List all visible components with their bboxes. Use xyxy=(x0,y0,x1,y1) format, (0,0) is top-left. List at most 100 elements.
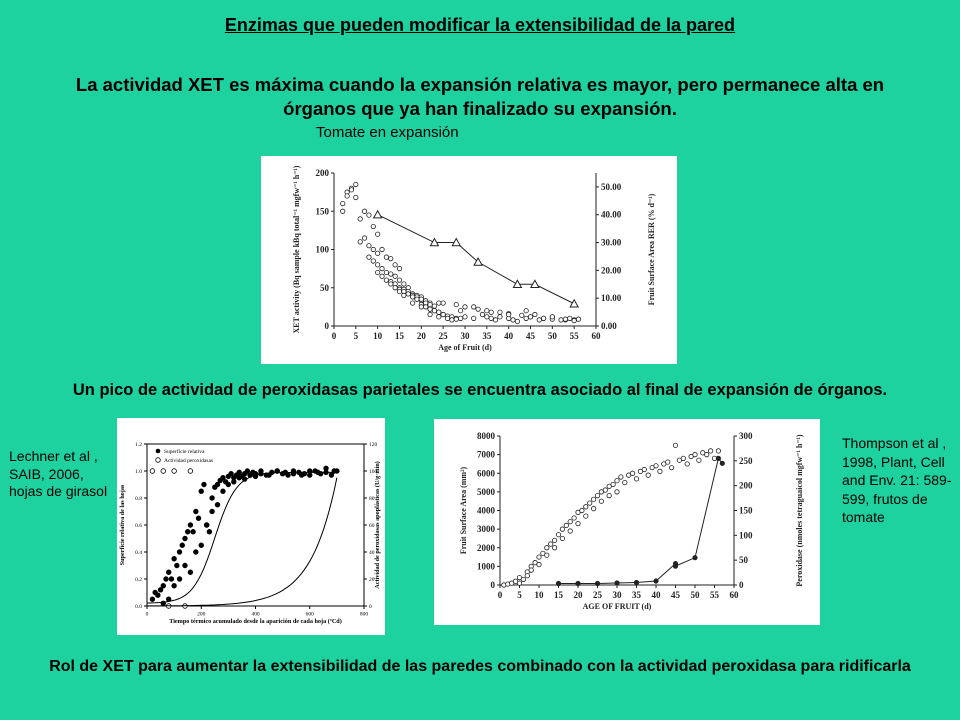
filled-point xyxy=(179,542,185,548)
open-point xyxy=(449,317,455,323)
filled-point xyxy=(653,578,659,584)
open-point xyxy=(388,271,394,277)
x-tick-label: 45 xyxy=(671,590,681,600)
open-point xyxy=(669,465,675,471)
open-point xyxy=(414,296,420,302)
y2-axis-label: Peroxidase (nmoles tetraguaicol mgfw⁻¹ h… xyxy=(795,434,804,587)
open-point xyxy=(375,269,381,276)
open-point xyxy=(418,296,424,302)
y-axis-label: Superficie relativa de las hojas xyxy=(119,484,126,565)
filled-point xyxy=(195,515,202,521)
x-tick-label: 55 xyxy=(570,331,580,341)
open-point xyxy=(344,193,350,199)
open-point xyxy=(696,457,702,463)
sunflower-leaf-chart: 0 200 400 600 800 0.0 0.2 0.4 0.6 0.8 1.0 1.2 0 20 40 6… xyxy=(117,63,385,635)
y2-tick-label: 0 xyxy=(739,580,744,590)
filled-point xyxy=(298,472,305,478)
sunflower-chart-svg: 0 200 400 600 8000.00.20.40.60.81.01.2020406… xyxy=(119,63,381,625)
filled-point xyxy=(715,455,721,461)
y2-tick-label: 200 xyxy=(739,481,753,491)
open-point xyxy=(555,532,562,538)
filled-point xyxy=(166,569,172,575)
x-tick-label: 35 xyxy=(482,331,492,341)
filled-point xyxy=(176,576,183,582)
y-tick-label: 50 xyxy=(320,283,330,293)
y2-tick-label: 0.00 xyxy=(601,321,617,331)
x-tick-label: 25 xyxy=(439,331,449,341)
open-point xyxy=(497,314,503,320)
filled-point xyxy=(206,529,213,535)
y2-tick-label: 60 xyxy=(369,523,375,529)
open-point xyxy=(707,448,714,454)
open-point xyxy=(405,291,411,297)
triangle-point xyxy=(530,279,540,288)
x-tick-label: 0 xyxy=(332,331,337,341)
y-tick-label: 1000 xyxy=(477,561,496,571)
open-point xyxy=(552,537,558,543)
bottom-statement: Rol de XET para aumentar la extensibilid… xyxy=(49,658,911,675)
y2-tick-label: 150 xyxy=(739,506,753,516)
open-point xyxy=(471,304,477,310)
x-tick-label: 15 xyxy=(395,331,405,341)
slide-title: Enzimas que pueden modificar la extensib… xyxy=(224,15,736,35)
open-point xyxy=(436,314,442,320)
open-point xyxy=(484,308,490,314)
filled-point xyxy=(220,488,226,494)
y2-tick-label: 120 xyxy=(369,442,378,448)
y2-tick-label: 80 xyxy=(369,496,375,502)
open-point xyxy=(370,223,376,230)
peroxidase-fit-curve xyxy=(147,477,338,607)
open-point xyxy=(704,452,710,458)
x-tick-label: 600 xyxy=(306,612,315,618)
open-point xyxy=(571,318,577,324)
filled-point xyxy=(555,580,562,587)
open-point xyxy=(575,520,581,527)
open-point xyxy=(375,250,381,256)
x-tick-label: 20 xyxy=(417,331,427,341)
open-point xyxy=(401,292,407,298)
open-point xyxy=(562,316,569,322)
open-point xyxy=(366,254,372,260)
filled-point xyxy=(198,542,204,548)
xet-activity-chart: 0 5 10 15 20 25 30 35 40 45 50 55 60 0 50 100 150 200 0.00… xyxy=(261,156,677,364)
open-point xyxy=(375,231,381,237)
y2-tick-label: 10.00 xyxy=(601,293,622,303)
x-axis-label: Age of Fruit (d) xyxy=(438,343,492,352)
series-line xyxy=(558,457,723,585)
open-point xyxy=(523,315,529,321)
open-point xyxy=(567,528,573,534)
x-tick-label: 40 xyxy=(652,590,662,600)
x-tick-label: 30 xyxy=(461,331,471,341)
open-point xyxy=(552,545,558,551)
open-point xyxy=(544,552,550,558)
triangle-point xyxy=(569,298,580,308)
open-point xyxy=(680,455,686,461)
y-tick-label: 200 xyxy=(316,168,330,178)
filled-point xyxy=(244,468,251,474)
open-point xyxy=(559,526,565,532)
open-point xyxy=(353,181,359,188)
y2-tick-label: 0 xyxy=(369,604,372,610)
filled-point xyxy=(236,469,242,476)
open-point xyxy=(591,506,597,512)
lechner-reference: Lechner et al , SAIB, 2006, hojas de gir… xyxy=(9,448,108,499)
open-point xyxy=(532,311,538,318)
open-point xyxy=(418,304,424,310)
open-point xyxy=(410,294,416,300)
x-tick-label: 5 xyxy=(354,331,359,341)
x-tick-label: 10 xyxy=(535,590,545,600)
open-point xyxy=(536,317,542,323)
x-tick-label: 800 xyxy=(360,612,369,618)
open-point xyxy=(427,301,433,308)
filled-point xyxy=(182,535,188,542)
open-point xyxy=(431,308,438,314)
open-point xyxy=(410,300,416,306)
y-tick-label: 0.0 xyxy=(135,604,142,610)
middle-statement: Un pico de actividad de peroxidasas pari… xyxy=(72,381,888,399)
filled-point xyxy=(171,556,177,562)
open-point xyxy=(536,554,542,560)
open-point xyxy=(692,452,698,458)
open-point xyxy=(583,504,589,510)
open-point xyxy=(536,561,542,568)
y2-tick-label: 250 xyxy=(739,456,753,466)
